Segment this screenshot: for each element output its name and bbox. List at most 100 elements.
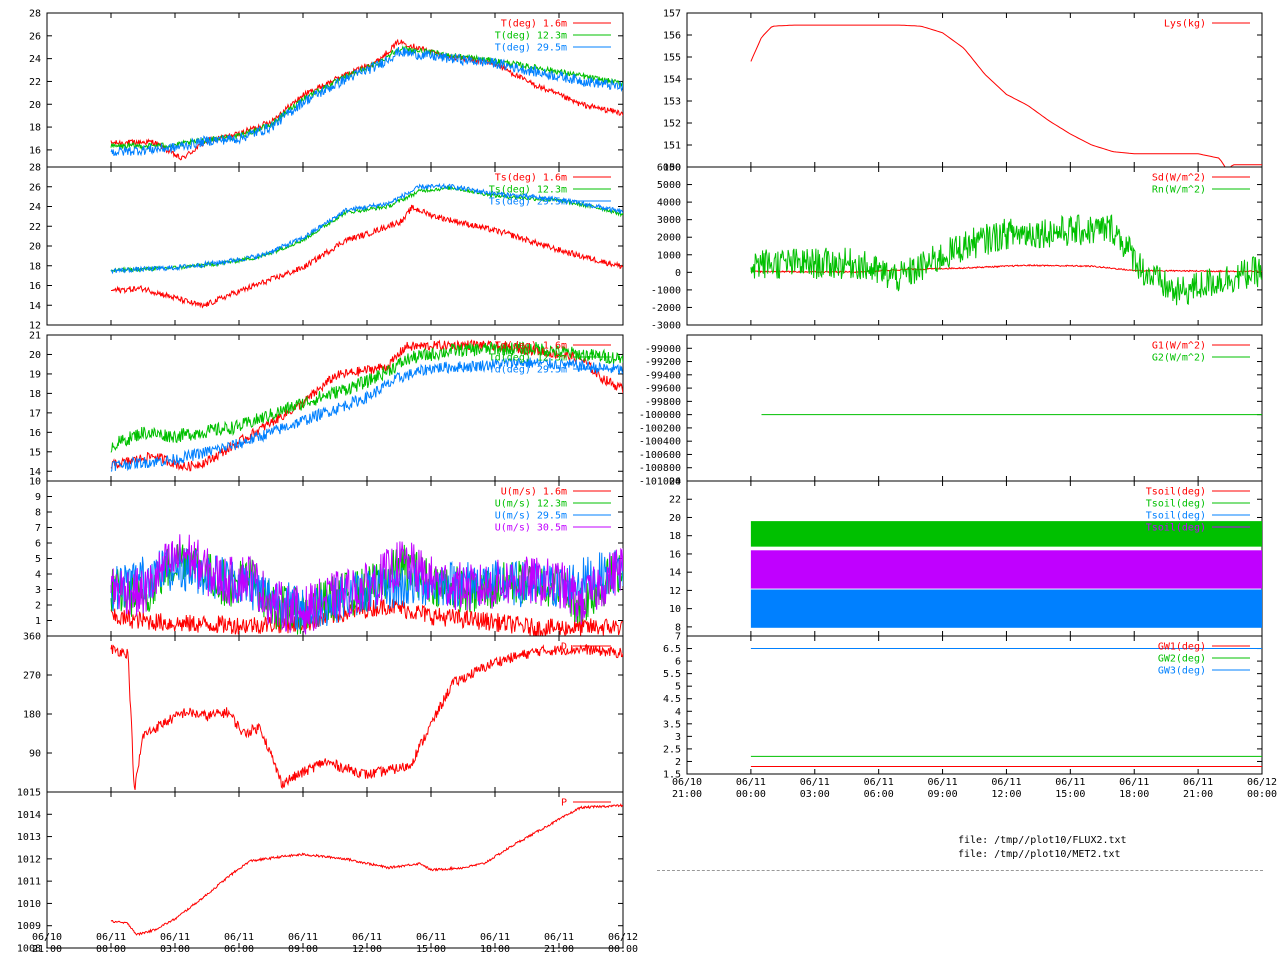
y-tick-label: 6000 bbox=[657, 163, 681, 174]
x-tick-date: 06/11 bbox=[1055, 777, 1085, 788]
y-tick-label: 4 bbox=[35, 570, 41, 581]
y-tick-label: 14 bbox=[669, 568, 681, 579]
y-tick-label: 26 bbox=[29, 182, 41, 193]
legend-label: GW2(deg) bbox=[1158, 654, 1206, 665]
series-line bbox=[110, 356, 623, 472]
y-tick-label: 155 bbox=[663, 53, 681, 64]
series-band bbox=[750, 589, 1262, 628]
y-tick-label: 1013 bbox=[17, 832, 41, 843]
y-tick-label: 150 bbox=[663, 163, 681, 174]
x-tick-time: 00:00 bbox=[608, 944, 638, 955]
y-tick-label: 4.5 bbox=[663, 694, 681, 705]
x-tick-time: 21:00 bbox=[544, 944, 574, 955]
chart-ground-flux: -101000 -100800 -100600 -100400 -100200 -1000… bbox=[639, 334, 1263, 488]
y-tick-label: 1015 bbox=[17, 788, 41, 799]
y-tick-label: 16 bbox=[29, 428, 41, 439]
series-group bbox=[110, 339, 623, 472]
y-tick-label: 5 bbox=[675, 682, 681, 693]
x-tick-date: 06/11 bbox=[1183, 777, 1213, 788]
legend-label: GW1(deg) bbox=[1158, 642, 1206, 653]
legend-label: G2(W/m^2) bbox=[1152, 353, 1206, 364]
series-group bbox=[750, 24, 1262, 167]
y-tick-label: -3000 bbox=[651, 321, 681, 332]
plot-frame bbox=[686, 166, 1263, 326]
y-tick-label: 7 bbox=[675, 632, 681, 643]
y-tick-label: 8 bbox=[35, 508, 41, 519]
y-tick-label: 1009 bbox=[17, 921, 41, 932]
y-tick-label: 7 bbox=[35, 523, 41, 534]
series-group bbox=[110, 803, 623, 936]
y-tick-label: 151 bbox=[663, 141, 681, 152]
series-line bbox=[110, 182, 623, 275]
x-tick-date: 06/11 bbox=[928, 777, 958, 788]
y-tick-label: -99000 bbox=[645, 344, 681, 355]
y-tick-label: 6 bbox=[35, 539, 41, 550]
y-tick-label: -99400 bbox=[645, 370, 681, 381]
y-tick-label: 1.5 bbox=[663, 770, 681, 781]
plot-frame bbox=[686, 635, 1263, 775]
series-line bbox=[110, 47, 623, 157]
legend-label: Ts(deg) 12.3m bbox=[489, 185, 567, 196]
legend-label: Sd(W/m^2) bbox=[1152, 173, 1206, 184]
y-tick-label: 17 bbox=[29, 408, 41, 419]
x-tick-time: 06:00 bbox=[224, 944, 254, 955]
chart-pressure: 1008 1009 1010 1011 1012 1013 1014 1015 P bbox=[17, 788, 624, 955]
legend-label: P bbox=[561, 798, 567, 809]
y-tick-label: 28 bbox=[29, 9, 41, 20]
y-tick-label: 157 bbox=[663, 9, 681, 20]
y-tick-label: 1010 bbox=[17, 899, 41, 910]
y-tick-label: 18 bbox=[29, 123, 41, 134]
y-tick-label: 20 bbox=[29, 242, 41, 253]
y-tick-label: 16 bbox=[669, 549, 681, 560]
y-tick-label: 90 bbox=[29, 749, 41, 760]
series-line bbox=[750, 263, 1262, 274]
y-tick-label: 270 bbox=[23, 671, 41, 682]
legend-label: U(m/s) 29.5m bbox=[495, 511, 567, 522]
y-tick-label: 360 bbox=[23, 632, 41, 643]
series-band bbox=[750, 521, 1262, 547]
series-line bbox=[110, 45, 623, 151]
y-tick-label: 18 bbox=[29, 389, 41, 400]
x-tick-time: 21:00 bbox=[32, 944, 62, 955]
legend-label: T(deg) 1.6m bbox=[501, 19, 567, 30]
y-tick-label: 22 bbox=[29, 77, 41, 88]
y-tick-label: -99600 bbox=[645, 384, 681, 395]
legend-label: U(m/s) 12.3m bbox=[495, 499, 567, 510]
plot-frame bbox=[686, 12, 1263, 168]
series-band bbox=[750, 550, 1262, 589]
y-tick-label: 18 bbox=[29, 261, 41, 272]
file-label-flux: file: /tmp//plot10/FLUX2.txt bbox=[958, 835, 1127, 846]
legend-label: Lys(kg) bbox=[1164, 19, 1206, 30]
legend-label: Ts(deg) 29.5m bbox=[489, 197, 567, 208]
legend-label: T(deg) 29.5m bbox=[495, 43, 567, 54]
x-tick-date: 06/11 bbox=[224, 932, 254, 943]
chart-lys: 150 151 152 153 154 155 156 157 Lys(kg) bbox=[663, 9, 1263, 174]
y-tick-label: 9 bbox=[35, 492, 41, 503]
x-tick-time: 09:00 bbox=[928, 789, 958, 800]
x-tick-date: 06/11 bbox=[736, 777, 766, 788]
y-tick-label: 22 bbox=[669, 495, 681, 506]
y-tick-label: 16 bbox=[29, 145, 41, 156]
x-tick-time: 21:00 bbox=[1183, 789, 1213, 800]
x-tick-time: 03:00 bbox=[160, 944, 190, 955]
legend-label: Td(deg) 29.5m bbox=[489, 365, 567, 376]
x-tick-time: 18:00 bbox=[1119, 789, 1149, 800]
y-tick-label: 20 bbox=[669, 513, 681, 524]
y-tick-label: 153 bbox=[663, 97, 681, 108]
legend-label: D bbox=[561, 642, 567, 653]
x-tick-date: 06/11 bbox=[1119, 777, 1149, 788]
series-line bbox=[750, 214, 1262, 306]
legend-label: Tsoil(deg) bbox=[1146, 487, 1206, 498]
series-group bbox=[750, 214, 1262, 306]
x-tick-date: 06/11 bbox=[544, 932, 574, 943]
legend-label: Tsoil(deg) bbox=[1146, 499, 1206, 510]
y-tick-label: 14 bbox=[29, 301, 41, 312]
y-tick-label: 3 bbox=[675, 732, 681, 743]
series-line bbox=[111, 204, 623, 309]
y-tick-label: 152 bbox=[663, 119, 681, 130]
x-tick-date: 06/11 bbox=[991, 777, 1021, 788]
x-tick-time: 12:00 bbox=[991, 789, 1021, 800]
x-tick-date: 06/11 bbox=[352, 932, 382, 943]
legend-label: U(m/s) 1.6m bbox=[501, 487, 567, 498]
x-tick-time: 12:00 bbox=[352, 944, 382, 955]
